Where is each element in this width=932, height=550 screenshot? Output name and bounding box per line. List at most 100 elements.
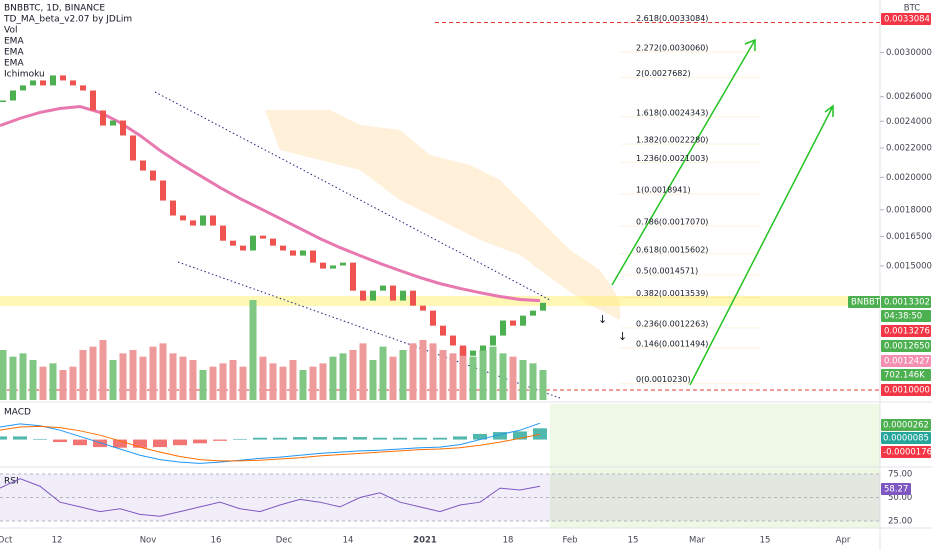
macd-badge — [881, 419, 931, 431]
volume-bar — [509, 356, 517, 400]
candle — [300, 250, 306, 256]
volume-bar — [199, 370, 207, 400]
candle — [90, 90, 96, 111]
macd-histogram-bar — [333, 437, 347, 440]
price-badge — [881, 340, 931, 352]
volume-bar — [469, 356, 477, 400]
y-tick-label: 0.0020000 — [886, 173, 932, 183]
x-axis-label: Mar — [689, 536, 706, 546]
candle — [50, 75, 56, 86]
volume-bar — [229, 360, 237, 400]
price-badge-label: 702.146K — [884, 371, 925, 381]
legend-item: EMA — [4, 37, 24, 47]
candle — [60, 75, 66, 81]
price-badge — [848, 296, 880, 308]
fib-label: 0.618(0.0015602) — [636, 245, 708, 254]
volume-bar — [389, 356, 397, 400]
macd-line — [0, 422, 541, 464]
macd-histogram-bar — [33, 438, 47, 440]
candle — [80, 85, 86, 91]
volume-bar — [219, 363, 227, 400]
candle — [540, 302, 546, 311]
macd-histogram-bar — [313, 437, 327, 440]
x-axis-label: Nov — [140, 536, 157, 546]
volume-bar — [19, 353, 27, 400]
down-arrow: ↓ — [598, 313, 607, 326]
candle — [480, 345, 486, 351]
fib-label: 0.5(0.0014571) — [636, 266, 698, 275]
macd-histogram-bar — [73, 439, 87, 446]
fib-label: 2(0.0027682) — [636, 69, 691, 78]
fib-label: 0.236(0.0012263) — [636, 319, 708, 328]
price-badge — [881, 310, 931, 322]
candle — [290, 250, 296, 256]
price-badge-label: 0.0010000 — [884, 386, 930, 396]
candle — [450, 335, 456, 346]
candle — [210, 215, 216, 226]
fib-label: 1.236(0.0021003) — [636, 154, 708, 163]
macd-histogram-bar — [193, 439, 207, 444]
candle — [110, 120, 116, 126]
volume-bar — [529, 363, 537, 400]
x-axis-label: Apr — [836, 536, 851, 546]
candle — [350, 262, 356, 291]
volume-bar — [119, 353, 127, 400]
volume-bar — [439, 350, 447, 400]
candle — [370, 290, 376, 301]
candle — [220, 225, 226, 241]
price-badge — [881, 384, 931, 396]
rsi-tick-label: 50.00 — [888, 493, 912, 503]
x-axis-label: Feb — [562, 536, 577, 546]
fib-label: 0.382(0.0013539) — [636, 289, 708, 298]
volume-bar — [269, 363, 277, 400]
volume-bar — [279, 366, 287, 400]
x-axis-label: Oct — [0, 536, 13, 546]
candle — [490, 335, 496, 346]
volume-bar — [299, 370, 307, 400]
volume-bar — [69, 366, 77, 400]
candle — [330, 265, 336, 269]
fib-label: 1.618(0.0024343) — [636, 108, 708, 117]
fib-label: 1(0.0018941) — [636, 186, 691, 195]
y-tick-label: 0.0024000 — [886, 117, 932, 127]
volume-bar — [89, 346, 97, 400]
macd-histogram-bar — [533, 428, 547, 440]
candle — [70, 80, 76, 86]
candle — [510, 320, 516, 326]
volume-bar — [359, 343, 367, 400]
fib-label: 2.618(0.0033084) — [636, 14, 708, 23]
macd-histogram-bar — [173, 439, 187, 446]
x-axis-label: 15 — [628, 536, 639, 546]
candle — [100, 110, 106, 126]
candle — [240, 245, 246, 251]
macd-histogram-bar — [413, 437, 427, 440]
y-tick-label: 0.0030000 — [886, 48, 932, 58]
rsi-badge — [881, 483, 911, 495]
volume-bar — [139, 356, 147, 400]
fib-label: 2.272(0.0030060) — [636, 44, 708, 53]
candle — [30, 80, 36, 86]
volume-bar — [349, 350, 357, 400]
volume-bar — [399, 350, 407, 400]
candle — [20, 85, 26, 91]
macd-histogram-bar — [513, 431, 527, 440]
pane-title: MACD — [4, 408, 31, 418]
volume-bar — [339, 353, 347, 400]
price-badge — [881, 369, 931, 381]
macd-histogram-bar — [53, 439, 67, 443]
price-badge-label: 0.0013302 — [884, 298, 930, 308]
candle — [340, 262, 346, 266]
macd-badge-label: 0.0000262 — [883, 421, 929, 431]
rsi-line — [0, 478, 541, 517]
volume-bar — [109, 360, 117, 400]
legend-item: Ichimoku — [4, 70, 45, 80]
candle — [440, 325, 446, 336]
price-badge — [881, 296, 931, 308]
volume-bar — [59, 370, 67, 400]
arrow-head — [824, 104, 834, 117]
candle — [390, 285, 396, 301]
volume-bar — [259, 356, 267, 400]
macd-histogram-bar — [273, 437, 287, 440]
x-axis-label: 2021 — [413, 536, 437, 546]
candle — [520, 315, 526, 326]
